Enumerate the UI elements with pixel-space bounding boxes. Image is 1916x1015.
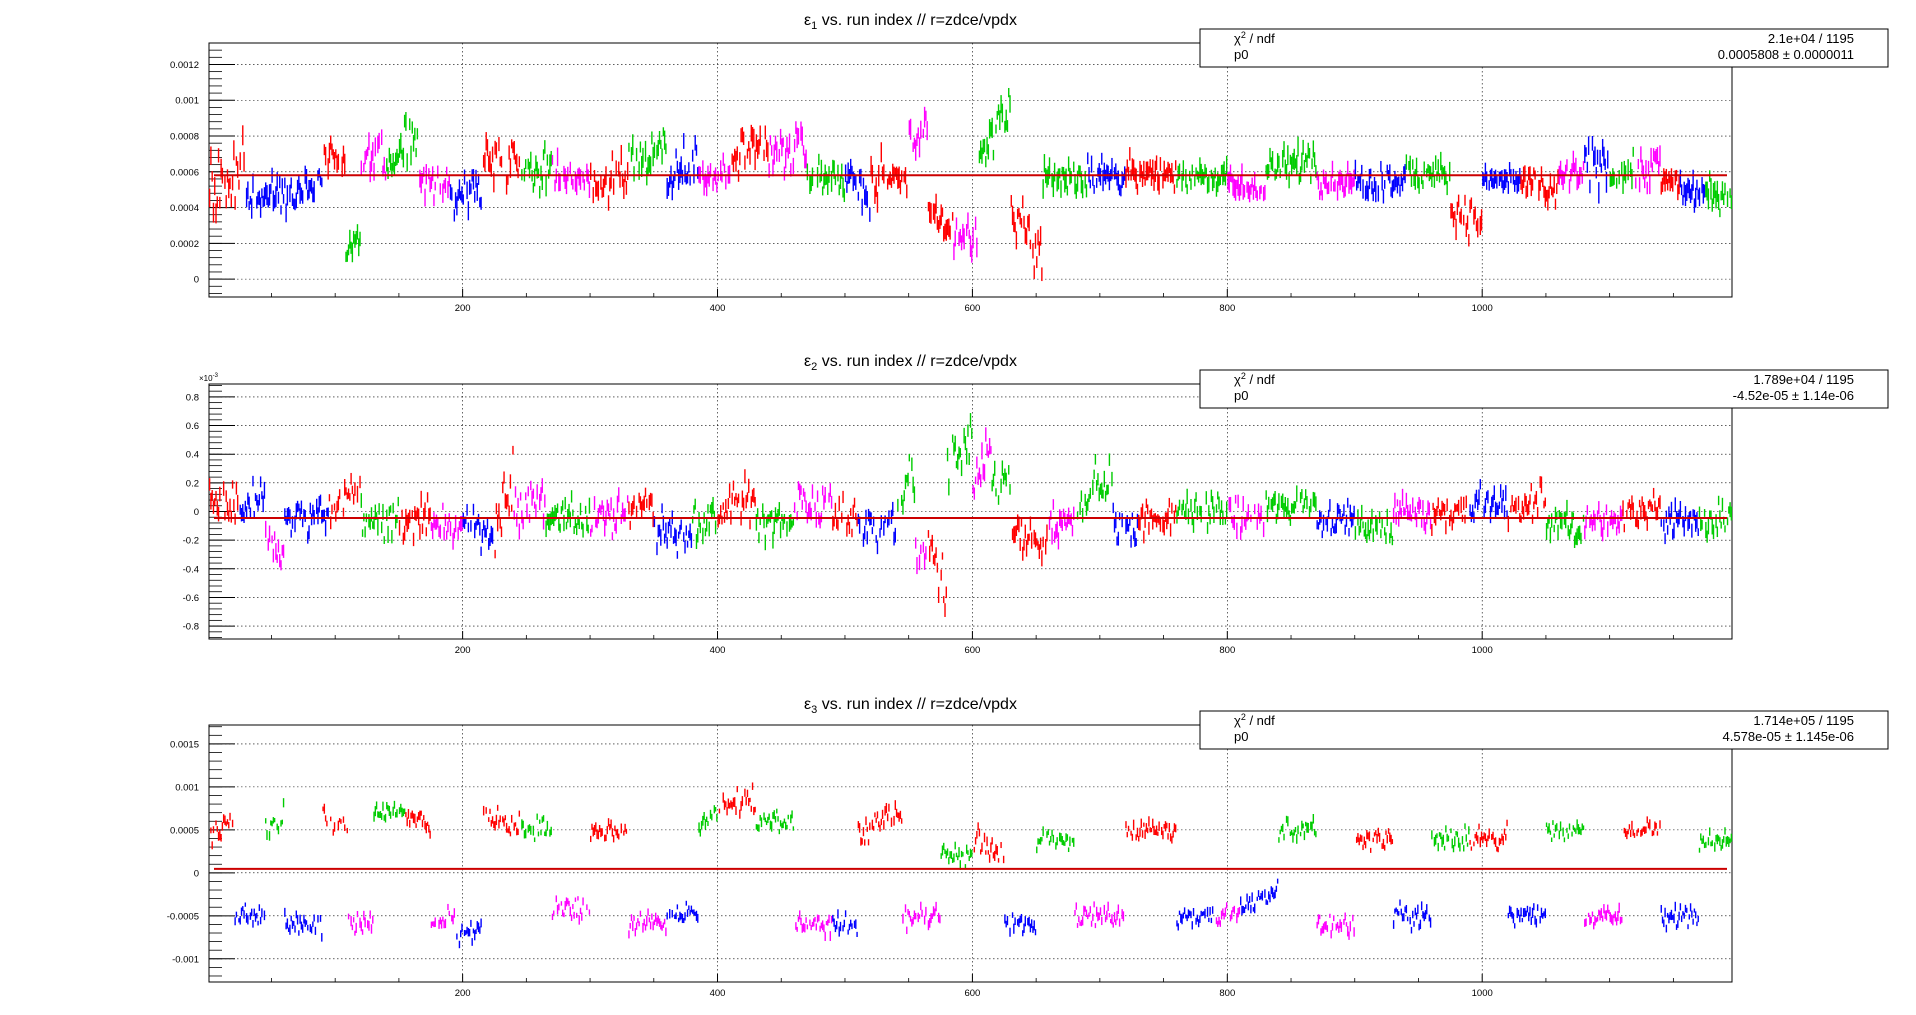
stats-label: χ2 / ndf	[1234, 712, 1275, 728]
stats-label: p0	[1234, 729, 1248, 744]
chart-pane-2: ε2 vs. run index // r=zdce/vpdx -0.8 -0.6 -…	[183, 353, 1889, 656]
fit-stats-box: χ2 / ndf 2.1e+04 / 1195 p0 0.0005808 ± 0.00…	[1199, 28, 1889, 68]
stats-label: p0	[1234, 388, 1248, 403]
chart-pane-1: ε1 vs. run index // r=zdce/vpdx 0 0.0002 0.…	[170, 12, 1889, 314]
stats-value: 4.578e-05 ± 1.145e-06	[1723, 729, 1854, 744]
y-tick-label: -0.4	[183, 564, 199, 575]
x-tick-label: 200	[455, 988, 471, 999]
x-tick-label: 400	[710, 303, 726, 314]
stats-value: 0.0005808 ± 0.0000011	[1718, 47, 1854, 62]
y-tick-label: -0.001	[172, 954, 199, 965]
y-tick-label: 0.0012	[170, 60, 199, 71]
data-points	[210, 782, 1733, 949]
y-tick-label: 0.0006	[170, 167, 199, 178]
x-tick-label: 1000	[1472, 645, 1493, 656]
y-tick-label: 0	[194, 507, 199, 518]
y-tick-label: 0.001	[175, 96, 199, 107]
y-tick-label: 0.0008	[170, 132, 199, 143]
fit-stats-box: χ2 / ndf 1.714e+05 / 1195 p0 4.578e-05 ± 1.…	[1199, 710, 1889, 750]
y-tick-label: 0	[194, 275, 199, 286]
x-tick-label: 400	[710, 645, 726, 656]
stats-label: χ2 / ndf	[1234, 30, 1275, 46]
y-axis-exponent: ×10-3	[199, 373, 219, 383]
stats-box-frame	[1199, 28, 1889, 68]
y-tick-label: 0.001	[175, 782, 199, 793]
y-tick-label: 0.2	[186, 478, 199, 489]
fit-stats-box: χ2 / ndf 1.789e+04 / 1195 p0 -4.52e-05 ± 1.…	[1199, 369, 1889, 409]
chart-pane-3: ε3 vs. run index // r=zdce/vpdx -0.001 -0.…	[167, 696, 1889, 999]
y-tick-label: 0.6	[186, 421, 199, 432]
stats-label: p0	[1234, 47, 1248, 62]
x-tick-label: 600	[964, 988, 980, 999]
y-tick-label: -0.8	[183, 622, 199, 633]
y-tick-label: -0.2	[183, 536, 199, 547]
x-tick-label: 1000	[1472, 303, 1493, 314]
y-tick-label: 0.0005	[170, 825, 199, 836]
y-tick-label: 0.4	[186, 450, 199, 461]
x-tick-label: 1000	[1472, 988, 1493, 999]
x-tick-label: 800	[1219, 645, 1235, 656]
stats-box-frame	[1199, 710, 1889, 750]
stats-value: 2.1e+04 / 1195	[1768, 31, 1854, 46]
y-tick-label: 0.0004	[170, 203, 199, 214]
stats-value: 1.714e+05 / 1195	[1753, 713, 1854, 728]
stats-value: 1.789e+04 / 1195	[1753, 372, 1854, 387]
x-tick-label: 800	[1219, 303, 1235, 314]
x-tick-label: 600	[964, 303, 980, 314]
y-tick-label: 0	[194, 868, 199, 879]
chart-title: ε1 vs. run index // r=zdce/vpdx	[804, 12, 1017, 32]
x-tick-label: 200	[455, 303, 471, 314]
x-tick-label: 400	[710, 988, 726, 999]
chart-title: ε2 vs. run index // r=zdce/vpdx	[804, 353, 1017, 373]
y-tick-label: 0.0015	[170, 739, 199, 750]
chart-title: ε3 vs. run index // r=zdce/vpdx	[804, 696, 1017, 716]
y-tick-label: -0.6	[183, 593, 199, 604]
stats-value: -4.52e-05 ± 1.14e-06	[1733, 388, 1854, 403]
y-tick-label: 0.0002	[170, 239, 199, 250]
y-tick-label: 0.8	[186, 392, 199, 403]
x-tick-label: 200	[455, 645, 471, 656]
x-tick-label: 800	[1219, 988, 1235, 999]
stats-box-frame	[1199, 369, 1889, 409]
x-tick-label: 600	[964, 645, 980, 656]
stats-label: χ2 / ndf	[1234, 371, 1275, 387]
y-tick-label: -0.0005	[167, 911, 199, 922]
